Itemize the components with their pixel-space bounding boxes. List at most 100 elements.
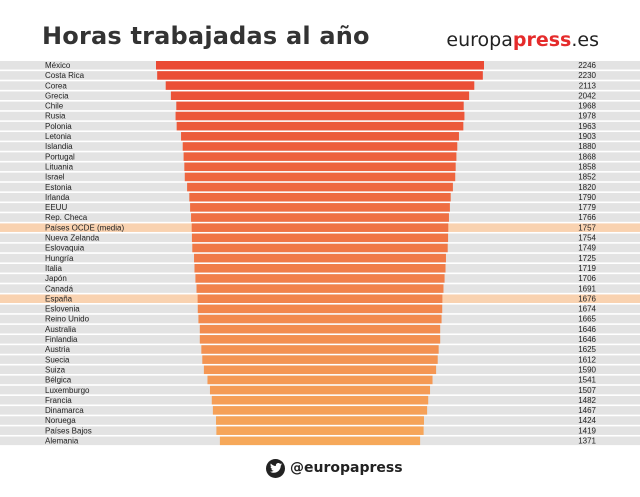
- value-label: 1674: [578, 305, 596, 314]
- bar: [197, 294, 443, 303]
- bar: [194, 253, 446, 263]
- value-label: 1691: [578, 284, 596, 293]
- value-label: 1507: [578, 386, 596, 395]
- category-label: Polonia: [45, 122, 72, 131]
- category-label: España: [45, 294, 73, 303]
- value-label: 1978: [578, 112, 596, 121]
- category-label: Alemania: [45, 437, 79, 446]
- bar: [194, 264, 446, 273]
- category-label: Lituania: [45, 162, 74, 171]
- value-label: 1424: [578, 416, 596, 425]
- category-label: Australia: [45, 325, 77, 334]
- value-label: 1725: [578, 254, 596, 263]
- value-label: 1625: [578, 345, 596, 354]
- category-label: Eslovaquia: [45, 244, 85, 253]
- category-label: Israel: [45, 173, 65, 182]
- category-label: EEUU: [45, 203, 67, 212]
- bar: [191, 213, 449, 222]
- category-label: Austria: [45, 345, 70, 354]
- brand-main: europa: [446, 29, 513, 51]
- bar: [181, 132, 459, 141]
- brand-logo: europapress.es: [446, 29, 599, 51]
- value-label: 1903: [578, 132, 596, 141]
- bar: [219, 436, 421, 446]
- value-label: 1467: [578, 406, 596, 415]
- footer: @europapress: [266, 458, 403, 478]
- category-label: Hungría: [45, 254, 74, 263]
- value-label: 1482: [578, 396, 596, 405]
- category-label: Finlandia: [45, 335, 78, 344]
- bar: [191, 233, 449, 243]
- category-label: Dinamarca: [45, 406, 84, 415]
- category-label: Japón: [45, 274, 67, 283]
- category-label: Rep. Checa: [45, 213, 88, 222]
- bar: [157, 71, 483, 80]
- value-label: 1706: [578, 274, 596, 283]
- twitter-handle: @europapress: [290, 460, 403, 476]
- bar: [184, 172, 456, 182]
- value-label: 1665: [578, 315, 596, 324]
- category-label: Luxemburgo: [45, 386, 90, 395]
- bar: [192, 243, 448, 253]
- value-label: 1880: [578, 142, 596, 151]
- bar: [176, 101, 464, 111]
- category-label: Grecia: [45, 91, 69, 100]
- bar: [156, 61, 484, 70]
- bar: [207, 375, 433, 385]
- brand-accent: press: [512, 29, 572, 51]
- value-label: 1968: [578, 102, 596, 111]
- value-label: 1852: [578, 173, 596, 182]
- value-label: 1749: [578, 244, 596, 253]
- bar: [211, 395, 429, 405]
- bar: [183, 152, 457, 161]
- value-label: 1766: [578, 213, 596, 222]
- value-label: 2113: [579, 81, 597, 90]
- bar: [201, 345, 439, 354]
- bar: [184, 162, 456, 172]
- bar: [187, 182, 453, 192]
- bar: [175, 111, 465, 121]
- category-label: Francia: [45, 396, 72, 405]
- bar: [209, 385, 431, 395]
- bar: [195, 274, 445, 283]
- bar: [199, 335, 441, 344]
- bar: [165, 81, 475, 90]
- category-label: Canadá: [45, 284, 74, 293]
- value-label: 1371: [578, 437, 596, 446]
- value-label: 2230: [578, 71, 596, 80]
- bar: [176, 121, 464, 131]
- value-label: 1779: [578, 203, 596, 212]
- category-label: Corea: [45, 81, 67, 90]
- value-label: 1754: [578, 234, 596, 243]
- bar: [198, 314, 442, 324]
- category-label: Islandia: [45, 142, 73, 151]
- category-label: Estonia: [45, 183, 72, 192]
- bar: [212, 406, 428, 415]
- category-label: Eslovenia: [45, 305, 80, 314]
- category-label: Letonia: [45, 132, 72, 141]
- bar: [196, 284, 444, 293]
- category-label: Bélgica: [45, 376, 72, 385]
- category-label: Suiza: [45, 365, 66, 374]
- value-label: 1719: [578, 264, 596, 273]
- category-label: Chile: [45, 102, 64, 111]
- category-label: Italia: [45, 264, 62, 273]
- category-label: Noruega: [45, 416, 76, 425]
- brand-suffix: .es: [571, 29, 599, 51]
- value-label: 1868: [578, 152, 596, 161]
- bar: [190, 203, 450, 212]
- bar: [170, 91, 470, 100]
- bar: [202, 355, 438, 364]
- bar: [216, 416, 424, 425]
- bar: [199, 324, 441, 334]
- value-label: 1612: [578, 355, 596, 364]
- value-label: 1820: [578, 183, 596, 192]
- value-label: 1419: [578, 426, 596, 435]
- bar: [197, 304, 443, 314]
- twitter-icon: [266, 458, 285, 478]
- value-label: 1963: [578, 122, 596, 131]
- bar: [191, 223, 449, 232]
- category-label: Portugal: [45, 152, 75, 161]
- category-label: Nueva Zelanda: [45, 234, 100, 243]
